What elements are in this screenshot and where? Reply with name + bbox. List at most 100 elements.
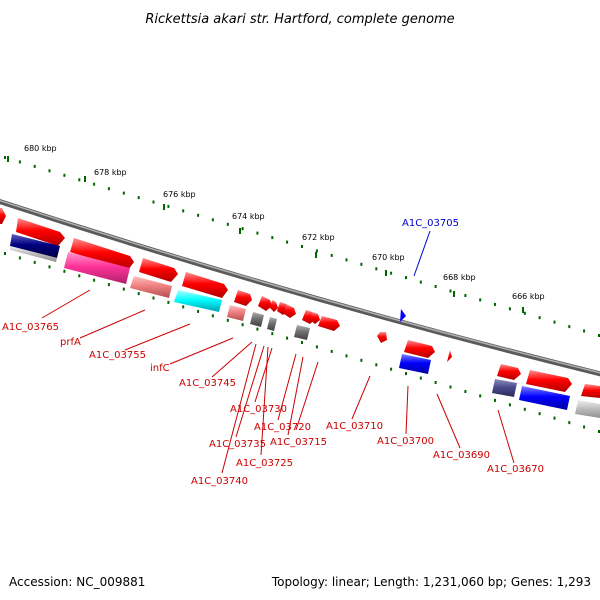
leader-line — [41, 289, 91, 319]
scale-dot — [598, 334, 600, 337]
scale-dot — [122, 287, 125, 291]
scale-dot — [494, 398, 496, 402]
genome-backbone — [0, 199, 600, 377]
inner-scale-ring — [4, 252, 600, 433]
gene-label: A1C_03720 — [254, 422, 311, 433]
gene-feature[interactable] — [519, 386, 570, 410]
gene-feature[interactable] — [581, 384, 600, 398]
scale-dot — [315, 345, 318, 349]
gene-feature[interactable] — [258, 296, 272, 311]
scale-dot — [464, 294, 467, 297]
scale-dot — [286, 336, 289, 340]
scale-dot — [301, 245, 303, 248]
leader-line — [235, 345, 265, 438]
leader-line — [211, 341, 253, 378]
scale-dot — [553, 416, 556, 420]
leader-line-blue — [413, 230, 431, 277]
scale-dot — [107, 283, 110, 287]
scale-dot — [182, 305, 185, 309]
scale-dot — [553, 320, 556, 324]
scale-dot — [345, 258, 348, 262]
scale-dot — [152, 296, 155, 300]
gene-feature[interactable] — [294, 325, 310, 340]
gene-feature[interactable] — [399, 354, 431, 374]
scale-dot — [241, 227, 244, 231]
gene-feature[interactable] — [250, 312, 264, 327]
scale-dot — [330, 253, 333, 257]
gene-feature[interactable] — [64, 252, 130, 284]
gene-feature[interactable] — [447, 350, 452, 362]
scale-dot — [18, 160, 21, 164]
leader-line — [169, 337, 234, 365]
leader-line — [497, 409, 515, 464]
scale-dot — [330, 349, 333, 353]
gene-feature[interactable] — [492, 379, 517, 397]
scale-dot — [375, 267, 378, 271]
gene-feature[interactable] — [526, 370, 572, 392]
gene-feature[interactable] — [404, 340, 435, 358]
gene-label: A1C_03740 — [191, 476, 248, 487]
gene-label: A1C_03705 — [402, 218, 459, 229]
scale-dot — [419, 280, 422, 284]
scale-dot — [256, 327, 259, 331]
kbp-scale: 680 kbp 678 kbp 676 kbp 674 kbp 672 kbp … — [7, 144, 545, 313]
scale-dot — [479, 394, 482, 398]
scale-dot — [4, 252, 6, 255]
scale-dot — [583, 425, 586, 429]
scale-dot — [449, 385, 452, 389]
scale-dot — [360, 358, 363, 362]
leader-line — [405, 385, 409, 435]
gene-label: A1C_03730 — [230, 404, 287, 415]
gene-feature[interactable] — [130, 276, 172, 298]
scale-dot — [523, 311, 526, 315]
scale-dot — [211, 218, 214, 222]
outer-scale-ring — [4, 156, 600, 337]
scale-dot — [4, 156, 6, 159]
gene-feature[interactable] — [0, 208, 6, 224]
scale-dot — [107, 187, 110, 191]
gene-feature[interactable] — [227, 305, 246, 321]
scale-dot — [241, 323, 244, 327]
scale-dot — [538, 316, 541, 320]
scale-dot — [434, 285, 437, 288]
gene-feature[interactable] — [234, 290, 252, 306]
gene-label: A1C_03710 — [326, 421, 383, 432]
gene-label: A1C_03715 — [270, 437, 327, 448]
topology-text: Topology: linear; Length: 1,231,060 bp; … — [271, 575, 591, 589]
scale-dot — [197, 213, 200, 217]
scale-dot — [405, 372, 407, 376]
gene-feature[interactable] — [182, 272, 228, 298]
scale-dot — [63, 269, 66, 273]
gene-feature[interactable] — [284, 304, 296, 318]
gene-label: A1C_03755 — [89, 350, 146, 361]
gene-feature[interactable] — [174, 290, 222, 312]
scale-dot — [78, 274, 81, 278]
gene-feature[interactable] — [497, 364, 521, 380]
scale-dot — [538, 412, 541, 416]
gene-feature[interactable] — [139, 258, 178, 282]
scale-dot — [464, 390, 467, 393]
gene-label: prfA — [60, 337, 81, 348]
gene-feature[interactable] — [400, 309, 406, 322]
scale-dot — [63, 173, 66, 177]
leader-line — [295, 361, 319, 431]
gene-feature[interactable] — [267, 317, 277, 331]
gene-label: A1C_03735 — [209, 439, 266, 450]
gene-feature[interactable] — [270, 300, 278, 312]
gene-feature[interactable] — [318, 316, 340, 331]
gene-feature[interactable] — [70, 238, 134, 270]
scale-dot — [93, 182, 96, 186]
gene-feature[interactable] — [377, 332, 387, 343]
kbp-label-680: 680 kbp — [24, 144, 57, 153]
gene-feature[interactable] — [310, 312, 320, 324]
gene-feature[interactable] — [575, 400, 600, 418]
gene-feature[interactable] — [16, 218, 65, 246]
scale-dot — [226, 222, 229, 226]
gene-feature[interactable] — [10, 246, 57, 262]
scale-dot — [48, 169, 51, 173]
gene-feature[interactable] — [10, 234, 60, 258]
kbp-label-666: 666 kbp — [512, 292, 545, 301]
scale-dot — [449, 289, 452, 293]
